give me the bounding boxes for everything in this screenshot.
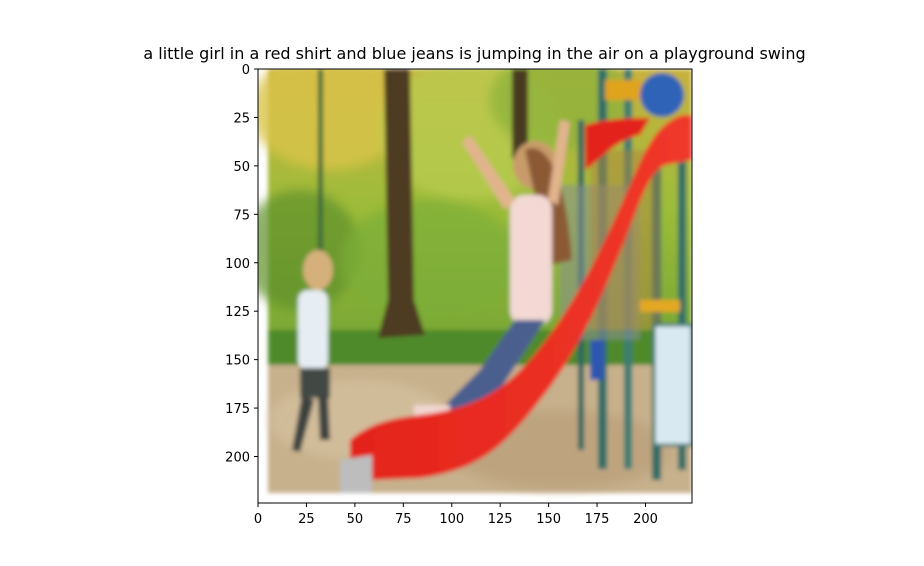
y-tick-label: 50: [233, 160, 250, 175]
y-axis-ticks: 0 25 50 75 100 125 150 175 200: [225, 63, 258, 466]
chart-title: a little girl in a red shirt and blue je…: [143, 44, 806, 63]
y-tick-label: 175: [225, 402, 250, 417]
y-tick-label: 0: [242, 63, 250, 78]
x-tick-label: 0: [254, 512, 262, 527]
y-tick-label: 125: [225, 305, 250, 320]
x-tick-label: 200: [633, 512, 658, 527]
axes-frame: [257, 68, 693, 504]
x-tick-label: 75: [395, 512, 412, 527]
photo-image: [258, 69, 692, 503]
x-axis-ticks: 0 25 50 75 100 125 150 175 200: [254, 503, 658, 527]
y-tick-label: 200: [225, 451, 250, 466]
y-tick-label: 150: [225, 354, 250, 369]
x-tick-label: 125: [488, 512, 513, 527]
y-tick-label: 100: [225, 257, 250, 272]
x-tick-label: 25: [298, 512, 315, 527]
x-tick-label: 100: [439, 512, 464, 527]
y-tick-label: 75: [233, 208, 250, 223]
x-tick-label: 175: [585, 512, 610, 527]
x-tick-label: 50: [347, 512, 364, 527]
y-tick-label: 25: [233, 111, 250, 126]
x-tick-label: 150: [536, 512, 561, 527]
